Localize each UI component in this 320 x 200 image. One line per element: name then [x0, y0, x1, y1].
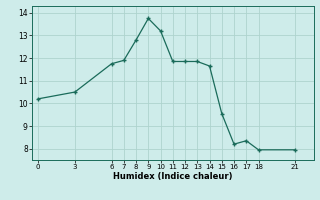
X-axis label: Humidex (Indice chaleur): Humidex (Indice chaleur) — [113, 172, 233, 181]
